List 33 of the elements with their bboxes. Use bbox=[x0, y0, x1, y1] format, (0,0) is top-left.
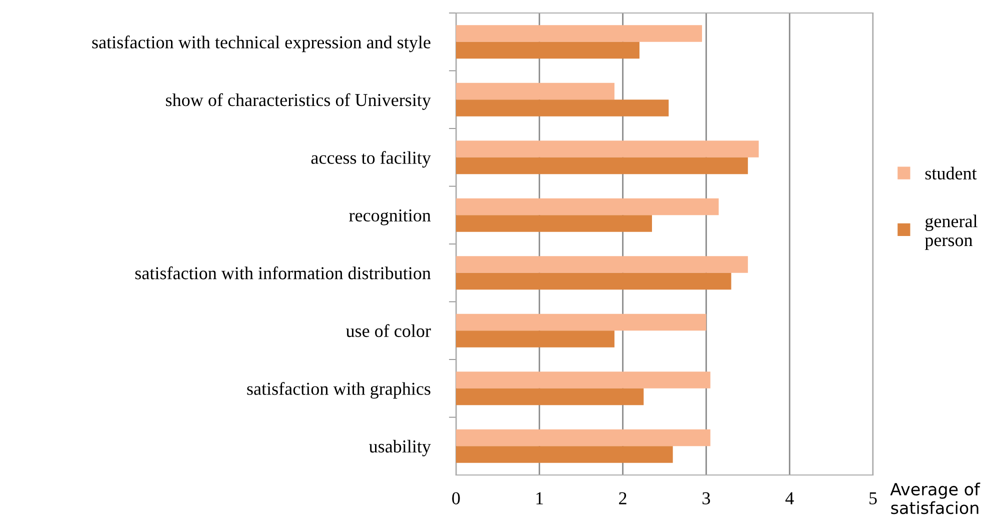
y-tick-label: show of characteristics of University bbox=[166, 93, 431, 110]
x-tick-label: 4 bbox=[785, 492, 794, 504]
x-tick-label: 1 bbox=[536, 492, 543, 504]
bar bbox=[456, 446, 673, 463]
legend-label: general person bbox=[924, 214, 978, 250]
bar bbox=[456, 198, 719, 216]
bar bbox=[456, 256, 748, 273]
bar bbox=[456, 272, 732, 290]
y-tick-label: satisfaction with technical expression and style bbox=[92, 36, 430, 52]
x-axis-title: Average of satisfacion bbox=[890, 482, 980, 514]
y-tick-label: satisfaction with information distribution bbox=[135, 266, 431, 280]
x-tick-label: 3 bbox=[702, 492, 710, 504]
y-tick-label: use of color bbox=[346, 324, 431, 338]
bar bbox=[456, 429, 710, 446]
bar bbox=[456, 42, 640, 59]
bar bbox=[456, 372, 710, 388]
bar bbox=[456, 157, 748, 174]
bar bbox=[456, 140, 759, 158]
y-tick-label: usability bbox=[369, 440, 431, 456]
y-tick-label: access to facility bbox=[311, 151, 431, 168]
bar bbox=[456, 100, 669, 116]
bar bbox=[456, 82, 614, 100]
y-tick-label: recognition bbox=[349, 209, 431, 226]
bar bbox=[456, 314, 706, 331]
bar bbox=[456, 330, 614, 348]
bar bbox=[456, 25, 702, 42]
legend-label: student bbox=[925, 166, 977, 180]
x-tick-label: 5 bbox=[870, 492, 877, 504]
x-tick-label: 2 bbox=[619, 492, 626, 504]
bar bbox=[456, 388, 644, 406]
y-tick-label: satisfaction with graphics bbox=[247, 382, 430, 399]
bar bbox=[456, 215, 652, 232]
x-tick-label: 0 bbox=[452, 492, 460, 504]
